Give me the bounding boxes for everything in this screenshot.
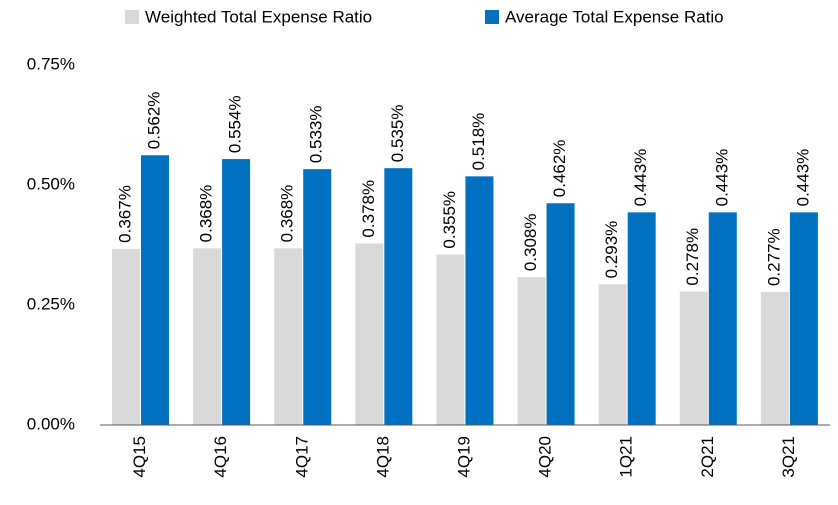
bar bbox=[679, 291, 708, 425]
value-label: 0.554% bbox=[226, 95, 245, 153]
x-tick-label: 3Q21 bbox=[779, 436, 798, 478]
value-label: 0.308% bbox=[521, 213, 540, 271]
value-label: 0.533% bbox=[307, 105, 326, 163]
x-tick-label: 2Q21 bbox=[698, 436, 717, 478]
value-label: 0.368% bbox=[278, 185, 297, 243]
bar bbox=[708, 212, 737, 425]
bar bbox=[546, 203, 575, 425]
x-tick-label: 4Q16 bbox=[211, 436, 230, 478]
value-label: 0.367% bbox=[115, 185, 134, 243]
bar bbox=[222, 159, 251, 425]
legend-swatch bbox=[125, 10, 139, 24]
value-label: 0.443% bbox=[793, 149, 812, 207]
legend-label: Weighted Total Expense Ratio bbox=[145, 7, 372, 26]
legend-swatch bbox=[485, 10, 499, 24]
bar bbox=[760, 292, 789, 425]
value-label: 0.378% bbox=[359, 180, 378, 238]
bar bbox=[384, 168, 413, 425]
x-tick-label: 4Q17 bbox=[292, 436, 311, 478]
bar bbox=[436, 254, 465, 425]
bar bbox=[274, 248, 303, 425]
y-tick-label: 0.50% bbox=[27, 174, 75, 193]
x-tick-label: 4Q20 bbox=[536, 436, 555, 478]
x-tick-label: 4Q19 bbox=[454, 436, 473, 478]
value-label: 0.278% bbox=[683, 228, 702, 286]
value-label: 0.277% bbox=[764, 228, 783, 286]
x-tick-label: 1Q21 bbox=[617, 436, 636, 478]
legend-label: Average Total Expense Ratio bbox=[505, 7, 724, 26]
value-label: 0.462% bbox=[550, 140, 569, 198]
value-label: 0.293% bbox=[602, 221, 621, 279]
value-label: 0.562% bbox=[144, 92, 163, 150]
bar bbox=[355, 243, 384, 425]
value-label: 0.443% bbox=[631, 149, 650, 207]
bar bbox=[465, 176, 494, 425]
x-tick-label: 4Q18 bbox=[373, 436, 392, 478]
bar bbox=[141, 155, 169, 426]
value-label: 0.368% bbox=[197, 185, 216, 243]
value-label: 0.355% bbox=[440, 191, 459, 249]
y-tick-label: 0.75% bbox=[27, 54, 75, 73]
bar bbox=[112, 248, 140, 425]
value-label: 0.518% bbox=[469, 113, 488, 171]
y-tick-label: 0.25% bbox=[27, 294, 75, 313]
bar bbox=[598, 284, 627, 425]
value-label: 0.443% bbox=[712, 149, 731, 207]
bar bbox=[303, 169, 332, 425]
bar bbox=[627, 212, 656, 425]
y-tick-label: 0.00% bbox=[27, 414, 75, 433]
value-label: 0.535% bbox=[388, 105, 407, 163]
x-tick-label: 4Q15 bbox=[130, 436, 149, 478]
bar bbox=[789, 212, 818, 425]
bar bbox=[517, 277, 546, 425]
bar bbox=[193, 248, 222, 425]
